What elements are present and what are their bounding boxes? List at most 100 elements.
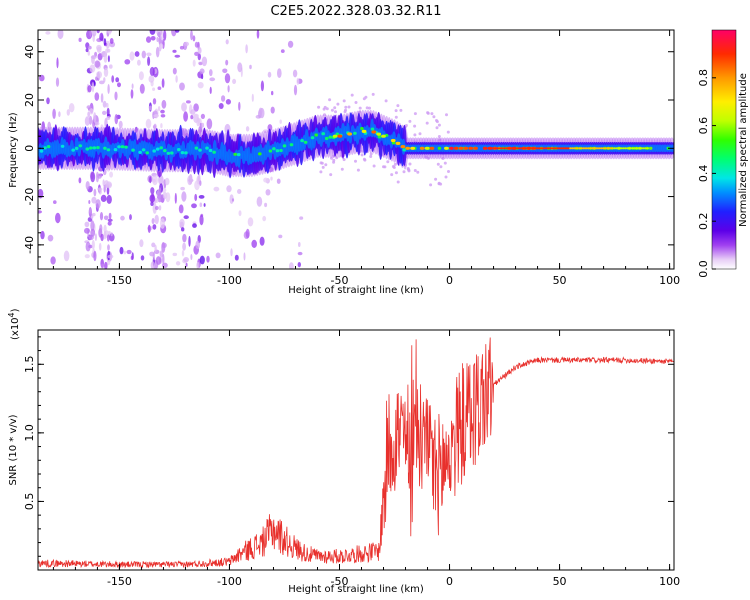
snr-panel: -150 -100 -50 0 50 100 0.5 1.0 1.5 Height of str… (7, 308, 680, 595)
spectrogram-noise-cell (213, 186, 220, 192)
spectrogram-peak-cell (275, 149, 280, 153)
spectrogram-noise-cell (402, 170, 406, 174)
spectrogram-peak-cell (429, 146, 435, 150)
spectrogram-peak-cell (630, 147, 634, 150)
spectrogram-peak-cell (120, 145, 125, 149)
spectrogram-noise-cell (57, 30, 64, 40)
spectrogram-noise-cell (182, 233, 187, 243)
snr-xlabel: Height of straight line (km) (288, 584, 424, 595)
spectrogram-peak-cell (518, 147, 522, 150)
snr-xtick-label: 0 (446, 575, 453, 588)
spectrogram-noise-cell (157, 86, 162, 90)
spectrogram-noise-cell (413, 124, 417, 128)
spectrogram-noise-cell (131, 83, 134, 89)
spectrogram-noise-cell (181, 102, 187, 112)
spectrogram-peak-cell (60, 144, 65, 148)
spectrogram-noise-cell (418, 132, 422, 136)
spectrogram-noise-cell (392, 166, 396, 169)
spectrogram-peak-cell (463, 146, 469, 150)
spectrogram-noise-cell (343, 110, 347, 114)
spectrogram-noise-cell (188, 235, 191, 247)
spectrogram-noise-cell (102, 110, 107, 115)
spectrogram-noise-cell (139, 239, 144, 248)
spectrogram-noise-cell (53, 200, 57, 205)
spectrogram-noise-cell (179, 218, 185, 228)
spectrogram-noise-cell (267, 71, 272, 78)
spectrogram-noise-cell (47, 234, 54, 242)
spectrogram-noise-cell (96, 46, 102, 53)
spectrogram-noise-cell (45, 31, 51, 35)
spectrogram-noise-cell (114, 114, 119, 125)
spectrogram-noise-cell (152, 224, 157, 230)
spectrogram-noise-cell (97, 173, 102, 179)
spectrogram-noise-cell (192, 35, 196, 42)
spectrogram-noise-cell (90, 55, 97, 59)
snr-ytick-label: 0.5 (23, 493, 36, 511)
spectrogram-peak-cell (145, 151, 149, 155)
spectrogram-noise-cell (88, 200, 91, 204)
spectrogram-noise-cell (413, 133, 417, 137)
spectrogram-noise-cell (154, 214, 159, 225)
spectrogram-peak-cell (604, 147, 608, 150)
spectrogram-noise-cell (201, 56, 208, 67)
spectrogram-peak-cell (381, 134, 386, 138)
spectrogram-peak-cell (602, 147, 605, 150)
spectrogram-peak-cell (152, 149, 156, 153)
spectrogram-noise-cell (103, 77, 106, 83)
spectrogram-noise-cell (110, 232, 113, 237)
spectrogram-peak-cell (289, 143, 294, 147)
spectrogram-noise-cell (365, 106, 369, 110)
spectrogram-noise-cell (84, 254, 90, 259)
spectrogram-noise-cell (160, 109, 165, 114)
spectrogram-peak-cell (170, 151, 174, 155)
spectrogram-noise-cell (408, 162, 412, 166)
spectrogram-peak-cell (473, 146, 478, 150)
spectrogram-noise-cell (206, 255, 210, 263)
spectrogram-peak-cell (611, 147, 614, 150)
spectrogram-noise-cell (199, 214, 204, 226)
spectrogram-peak-cell (492, 147, 495, 150)
spectrogram-noise-cell (180, 186, 185, 191)
spectrogram-peak-cell (166, 151, 171, 155)
spectrogram-noise-cell (107, 221, 112, 226)
spectrogram-noise-cell (155, 256, 162, 265)
spectrogram-noise-cell (66, 109, 71, 116)
spectrogram-peak-cell (569, 147, 572, 150)
spectrogram-noise-cell (369, 155, 373, 158)
spectrogram-noise-cell (171, 30, 177, 37)
spectrogram-peak-cell (468, 146, 474, 150)
spectrogram-noise-cell (196, 261, 200, 269)
spectrogram-ytick-label: 20 (23, 93, 36, 107)
spectrogram-noise-cell (115, 77, 120, 83)
spectrogram-peak-cell (141, 148, 146, 152)
spectrogram-noise-cell (225, 99, 231, 105)
spectrogram-noise-cell (194, 51, 199, 57)
spectrogram-noise-cell (118, 120, 123, 129)
spectrogram-noise-cell (267, 124, 273, 132)
spectrogram-noise-cell (161, 242, 167, 248)
spectrogram-noise-cell (99, 32, 104, 41)
spectrogram-noise-cell (105, 48, 108, 55)
spectrogram-noise-cell (102, 179, 105, 187)
spectrogram-noise-cell (130, 89, 134, 99)
spectrogram-noise-cell (109, 64, 113, 69)
spectrogram-noise-cell (270, 176, 273, 181)
spectrogram-peak-cell (494, 147, 498, 150)
spectrogram-peak-cell (458, 146, 464, 150)
spectrogram-noise-cell (38, 210, 42, 214)
spectrogram-noise-cell (150, 36, 156, 41)
spectrogram-noise-cell (371, 92, 375, 96)
spectrogram-peak-cell (198, 148, 202, 152)
spectrogram-noise-cell (363, 158, 367, 162)
spectrogram-peak-cell (92, 146, 97, 150)
spectrogram-peak-cell (591, 147, 594, 150)
spectrogram-noise-cell (150, 261, 155, 269)
spectrogram-noise-cell (172, 252, 178, 257)
spectrogram-noise-cell (435, 120, 439, 124)
spectrogram-noise-cell (117, 82, 121, 88)
spectrogram-peak-cell (487, 147, 491, 150)
spectrogram-noise-cell (198, 195, 205, 199)
spectrogram-peak-cell (268, 149, 273, 153)
spectrogram-noise-cell (164, 177, 170, 186)
